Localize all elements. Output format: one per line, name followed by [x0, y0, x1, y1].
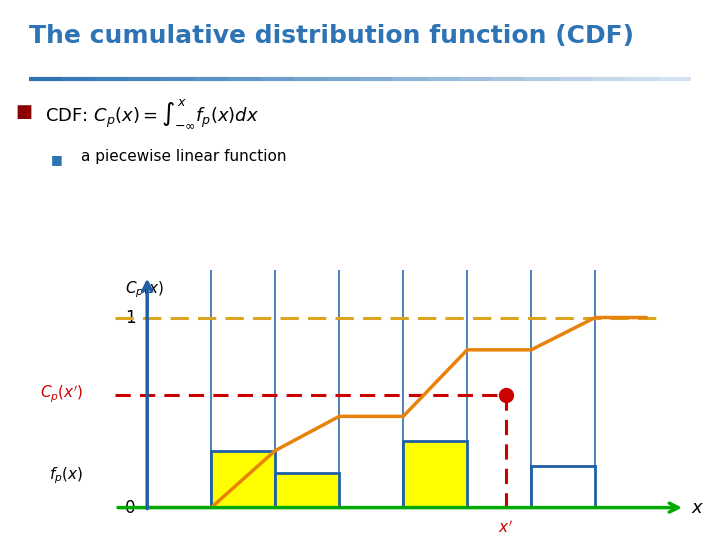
Bar: [403, 441, 467, 508]
Text: The cumulative distribution function (CDF): The cumulative distribution function (CD…: [29, 24, 634, 48]
Bar: [275, 474, 339, 508]
Text: $x$: $x$: [691, 498, 704, 517]
Text: 0: 0: [125, 498, 135, 517]
Text: $C_p(x)$: $C_p(x)$: [125, 280, 164, 300]
Text: $f_p(x)$: $f_p(x)$: [49, 465, 84, 485]
Text: a piecewise linear function: a piecewise linear function: [81, 149, 286, 164]
Text: CDF: $C_p(x) = \int_{-\infty}^{x} f_p(x)dx$: CDF: $C_p(x) = \int_{-\infty}^{x} f_p(x)…: [45, 97, 259, 130]
Bar: [211, 450, 275, 508]
Bar: [531, 466, 595, 508]
Text: $C_p(x')$: $C_p(x')$: [40, 384, 84, 405]
Text: 1: 1: [125, 308, 135, 327]
Text: $x'$: $x'$: [498, 519, 513, 536]
Text: ■: ■: [15, 103, 32, 120]
Text: ■: ■: [50, 153, 62, 166]
